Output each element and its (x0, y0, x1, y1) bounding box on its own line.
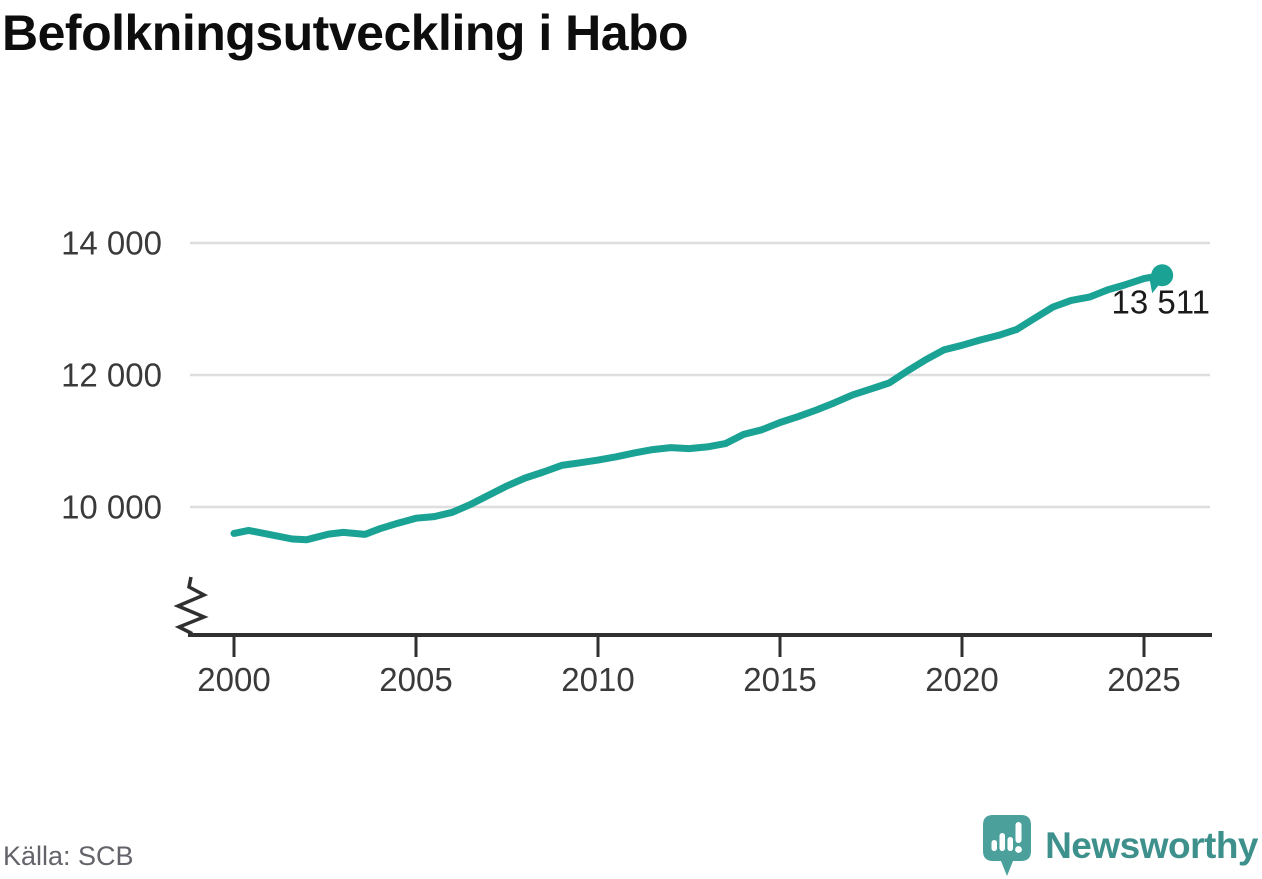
y-axis-tick-label: 12 000 (61, 357, 162, 394)
x-axis-tick-label: 2015 (743, 661, 816, 698)
newsworthy-logo-icon (983, 815, 1032, 876)
end-point-callout (1149, 277, 1161, 294)
y-axis-break-icon (173, 576, 209, 636)
end-value-label: 13 511 (1112, 283, 1210, 320)
x-axis-tick-label: 2025 (1107, 661, 1180, 698)
x-axis-tick-label: 2020 (925, 661, 998, 698)
end-point-marker (1151, 264, 1174, 287)
x-axis-tick-label: 2010 (561, 661, 634, 698)
brand-name: Newsworthy (1045, 825, 1258, 866)
y-axis-tick-label: 14 000 (61, 225, 162, 262)
source-attribution: Källa: SCB (3, 841, 134, 871)
chart-title: Befolkningsutveckling i Habo (2, 5, 689, 61)
x-axis-tick-label: 2005 (379, 661, 452, 698)
x-axis-tick-label: 2000 (197, 661, 270, 698)
y-axis-tick-label: 10 000 (61, 489, 162, 526)
brand-logo: Newsworthy (982, 814, 1258, 878)
population-line-series (230, 271, 1166, 544)
